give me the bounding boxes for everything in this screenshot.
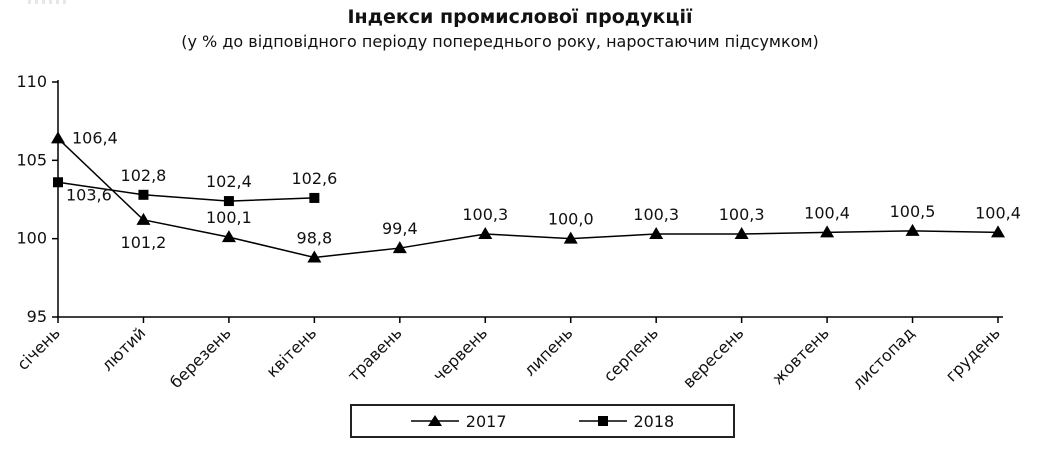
data-point-marker-triangle-2017 bbox=[307, 250, 322, 263]
x-axis-tick-label: листопад bbox=[848, 323, 918, 393]
data-point-marker-triangle-2017 bbox=[734, 226, 749, 239]
data-label-2017: 98,8 bbox=[297, 228, 333, 247]
data-label-2017: 100,3 bbox=[462, 205, 508, 224]
y-axis-tick-label: 105 bbox=[16, 150, 47, 169]
x-axis-tick-label: березень bbox=[166, 323, 235, 392]
data-label-2017: 100,5 bbox=[890, 202, 936, 221]
legend-label-2017: 2017 bbox=[465, 411, 507, 431]
x-axis-tick-label: червень bbox=[429, 323, 491, 385]
series-line-2017 bbox=[57, 137, 999, 259]
data-point-marker-triangle-2017 bbox=[820, 225, 835, 238]
legend: 2017 2018 bbox=[350, 404, 735, 438]
data-point-marker-triangle-2017 bbox=[991, 225, 1005, 238]
data-point-marker-square-2018 bbox=[138, 189, 149, 200]
x-axis-tick-label: грудень bbox=[942, 323, 1004, 385]
y-axis-tick-label: 100 bbox=[16, 229, 47, 248]
data-point-marker-triangle-2017 bbox=[649, 226, 664, 239]
y-axis-tick-label: 110 bbox=[16, 72, 47, 91]
legend-item-2017: 2017 bbox=[410, 411, 507, 431]
data-point-marker-triangle-2017 bbox=[563, 231, 578, 244]
data-point-marker-triangle-2017 bbox=[392, 241, 407, 254]
data-label-2018: 103,6 bbox=[66, 185, 112, 204]
chart-title: Індекси промислової продукції bbox=[347, 6, 693, 28]
x-axis-tick-label: квітень bbox=[262, 323, 320, 381]
data-label-2017: 101,2 bbox=[121, 233, 167, 252]
data-label-2017: 100,4 bbox=[804, 203, 850, 222]
data-point-marker-square-2018 bbox=[223, 196, 234, 207]
chart-subtitle: (у % до відповідного періоду попередньог… bbox=[181, 32, 819, 51]
data-label-2017: 99,4 bbox=[382, 219, 418, 238]
data-label-2017: 100,3 bbox=[719, 205, 765, 224]
data-point-marker-triangle-2017 bbox=[905, 223, 920, 236]
legend-item-2018: 2018 bbox=[578, 411, 675, 431]
data-label-2018: 102,8 bbox=[121, 166, 167, 185]
data-point-marker-triangle-2017 bbox=[51, 131, 65, 144]
cropped-text-artifact bbox=[28, 0, 68, 4]
x-axis-tick-label: травень bbox=[344, 323, 406, 385]
data-label-2017: 100,3 bbox=[633, 205, 679, 224]
legend-marker-2017-triangle-icon bbox=[410, 415, 459, 426]
data-point-marker-triangle-2017 bbox=[478, 226, 493, 239]
data-label-2017: 100,4 bbox=[975, 203, 1021, 222]
series-line-2018 bbox=[57, 181, 315, 202]
data-point-marker-triangle-2017 bbox=[136, 212, 151, 225]
legend-label-2018: 2018 bbox=[633, 411, 675, 431]
x-axis-tick-label: лютий bbox=[98, 323, 149, 374]
data-point-marker-square-2018 bbox=[53, 177, 63, 188]
x-axis-tick-label: жовтень bbox=[768, 323, 833, 388]
data-point-marker-square-2018 bbox=[309, 192, 320, 203]
x-axis-tick-label: вересень bbox=[679, 323, 747, 391]
y-axis-tick-label: 95 bbox=[27, 307, 47, 326]
data-label-2017: 100,0 bbox=[548, 210, 594, 229]
x-axis-tick-label: січень bbox=[13, 323, 64, 374]
data-label-2018: 102,6 bbox=[291, 169, 337, 188]
data-label-2017: 100,1 bbox=[206, 208, 252, 227]
legend-marker-2018-square-icon bbox=[578, 416, 627, 426]
data-point-marker-triangle-2017 bbox=[221, 230, 236, 243]
x-axis-tick-label: липень bbox=[520, 323, 576, 379]
data-label-2017: 106,4 bbox=[72, 128, 118, 147]
data-label-2018: 102,4 bbox=[206, 172, 252, 191]
x-axis-tick-label: серпень bbox=[600, 323, 662, 385]
